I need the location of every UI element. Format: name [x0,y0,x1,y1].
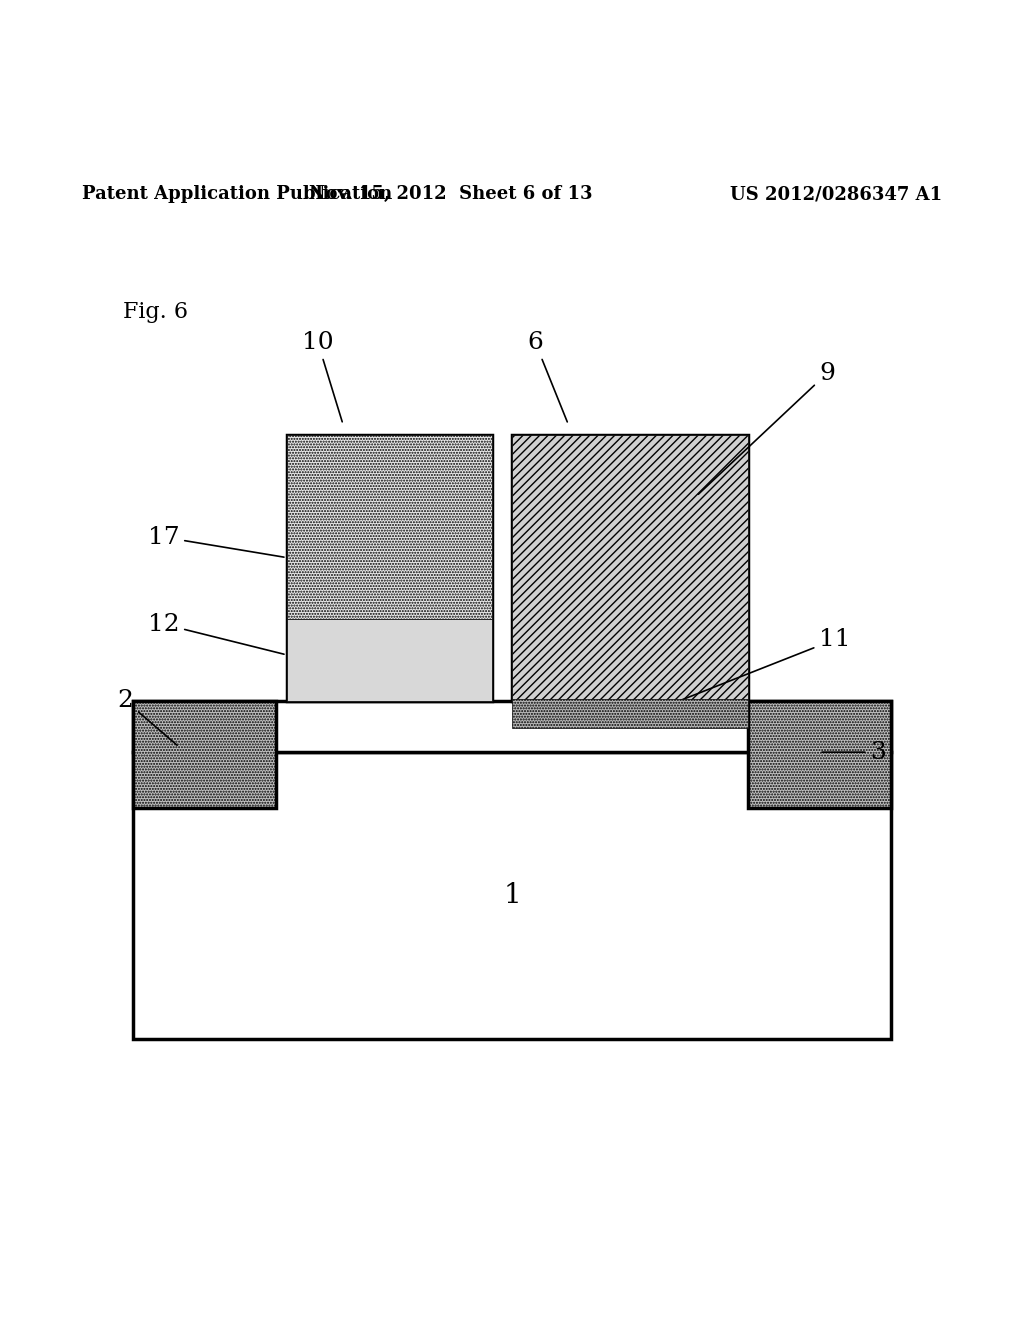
Text: 17: 17 [147,525,284,557]
Text: 11: 11 [643,628,851,715]
Text: 2: 2 [118,689,177,746]
FancyBboxPatch shape [133,701,276,808]
Text: US 2012/0286347 A1: US 2012/0286347 A1 [730,185,942,203]
FancyBboxPatch shape [512,434,748,701]
Text: 3: 3 [822,741,887,764]
FancyBboxPatch shape [512,434,748,701]
FancyBboxPatch shape [287,619,492,701]
Text: Fig. 6: Fig. 6 [123,301,187,323]
FancyBboxPatch shape [287,434,492,701]
Text: 6: 6 [527,331,567,422]
Text: Patent Application Publication: Patent Application Publication [82,185,392,203]
FancyBboxPatch shape [512,698,748,727]
Text: Nov. 15, 2012  Sheet 6 of 13: Nov. 15, 2012 Sheet 6 of 13 [309,185,592,203]
FancyBboxPatch shape [133,752,891,1039]
Text: 10: 10 [302,331,342,422]
Text: 1: 1 [503,882,521,909]
FancyBboxPatch shape [748,701,891,808]
FancyBboxPatch shape [287,434,492,619]
Text: 9: 9 [698,362,836,494]
Text: 12: 12 [147,612,284,655]
FancyBboxPatch shape [133,701,891,752]
